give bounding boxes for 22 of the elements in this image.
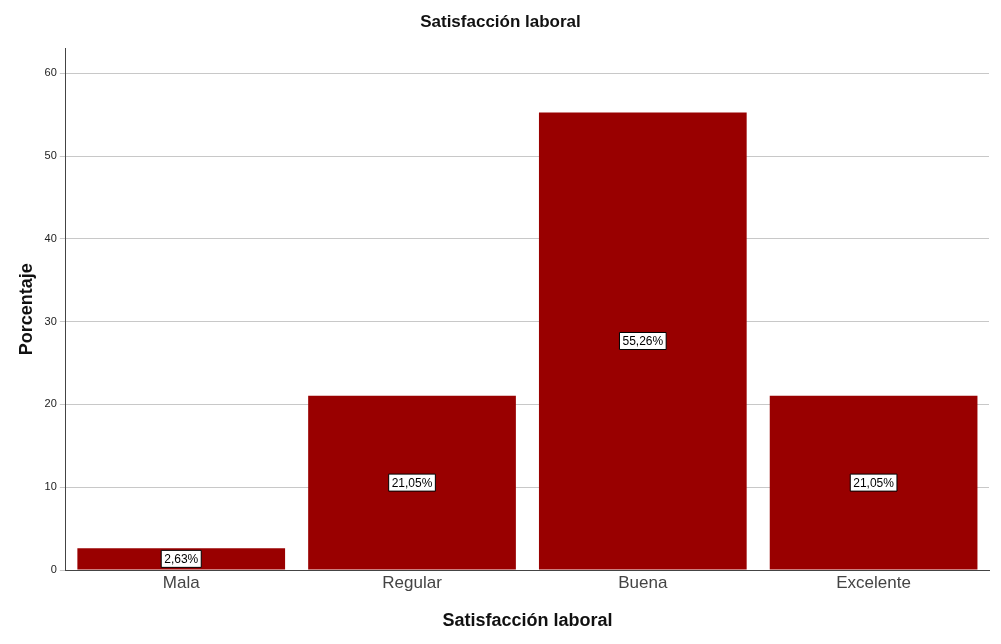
x-tick-label: Excelente — [836, 572, 911, 592]
x-axis-title: Satisfacción laboral — [442, 610, 613, 631]
data-label: 55,26% — [622, 334, 664, 349]
y-tick-label: 20 — [44, 397, 57, 410]
y-tick-label: 50 — [44, 149, 57, 162]
x-tick-label: Regular — [382, 572, 443, 592]
data-label: 2,63% — [164, 552, 199, 567]
y-tick-label: 40 — [44, 231, 57, 244]
y-tick-label: 60 — [44, 66, 57, 79]
y-tick-label: 0 — [50, 563, 57, 576]
bar — [77, 548, 286, 570]
bar — [308, 395, 516, 570]
bar — [769, 395, 978, 570]
data-label: 21,05% — [853, 475, 895, 490]
bar — [538, 112, 747, 570]
y-axis-title: Porcentaje — [15, 263, 36, 356]
y-tick-label: 10 — [44, 480, 57, 493]
x-tick-label: Buena — [618, 572, 668, 592]
x-tick-label: Mala — [162, 572, 201, 592]
data-label: 21,05% — [391, 475, 433, 490]
chart-title: Satisfacción laboral — [420, 11, 581, 31]
y-tick-label: 30 — [44, 314, 57, 327]
